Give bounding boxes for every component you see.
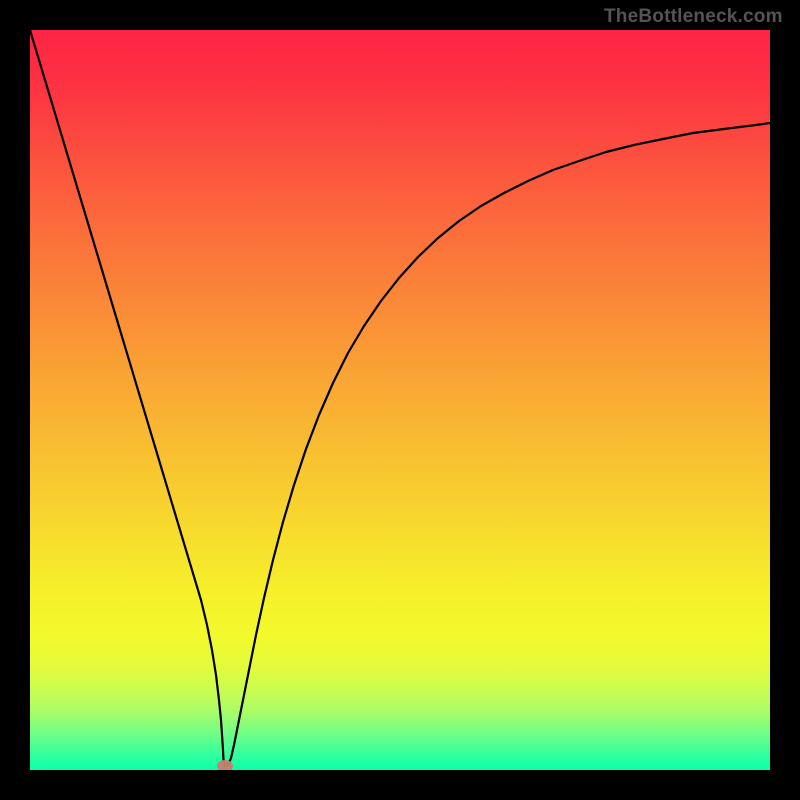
watermark-text: TheBottleneck.com xyxy=(604,6,783,28)
minimum-marker xyxy=(217,760,233,772)
plot-area xyxy=(30,30,770,770)
bottleneck-curve xyxy=(30,30,770,766)
curve-overlay xyxy=(0,0,800,800)
chart-container: TheBottleneck.com xyxy=(0,0,800,800)
